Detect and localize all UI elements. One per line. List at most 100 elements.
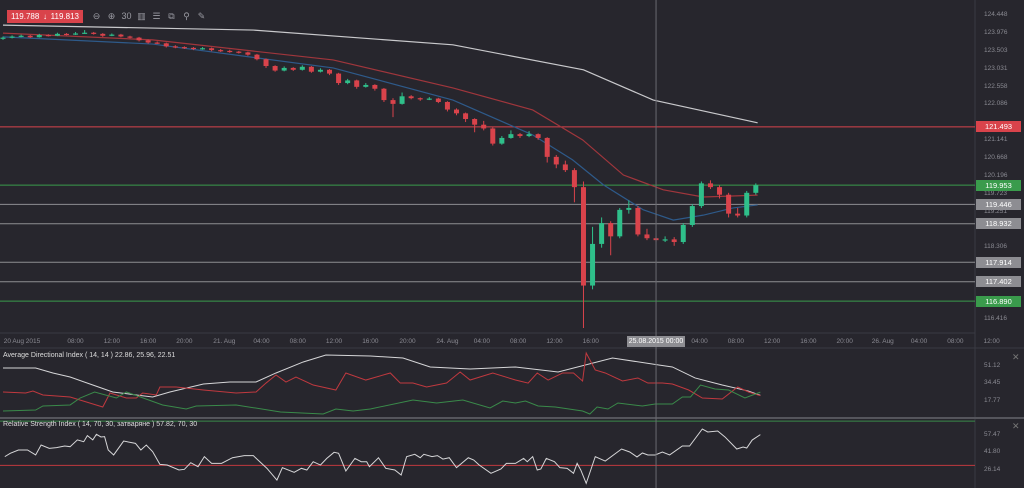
candle-body — [27, 35, 33, 38]
candle-body — [508, 134, 514, 138]
time-label: 20:00 — [176, 338, 193, 345]
candle-body — [463, 113, 469, 120]
candle-body — [735, 213, 741, 216]
time-label: 16:00 — [139, 338, 157, 345]
candle-body — [517, 134, 523, 137]
candle-body — [354, 80, 360, 87]
candle-body — [299, 66, 305, 70]
rsi-line — [4, 428, 761, 485]
close-adx-icon[interactable]: ✕ — [1012, 352, 1020, 362]
time-label: 16:00 — [800, 338, 817, 345]
candle-body — [118, 34, 124, 37]
candle-body — [689, 206, 695, 225]
rsi-tick: 41.80 — [984, 448, 1001, 456]
candle-body — [45, 34, 51, 37]
time-label: 20 Aug 2015 — [3, 338, 41, 345]
candle-body — [590, 243, 596, 286]
candle-body — [181, 47, 187, 49]
candle-body — [599, 223, 605, 244]
zoom-in-icon[interactable]: ⊕ — [107, 10, 116, 21]
price-quote-box[interactable]: 119.788 ↓ 119.813 — [7, 10, 83, 23]
candle-body — [281, 67, 287, 71]
rsi-tick: 26.14 — [984, 465, 1001, 473]
time-label: 24. Aug — [436, 338, 459, 345]
time-label: 12:00 — [103, 338, 120, 345]
candle-body — [580, 187, 586, 286]
chart-type-icon[interactable]: ▥ — [137, 10, 146, 21]
level-tag: 119.953 — [976, 179, 1021, 191]
close-rsi-icon[interactable]: ✕ — [1012, 421, 1020, 431]
time-label: 20:00 — [399, 338, 416, 345]
candle-body — [454, 109, 459, 114]
candle-body — [472, 119, 478, 125]
adx-panel — [2, 351, 761, 415]
horizontal-levels — [0, 126, 975, 302]
time-label: 08:00 — [67, 338, 84, 345]
candle-body — [535, 134, 541, 138]
level-tag: 121.493 — [976, 121, 1021, 133]
moving-averages — [2, 24, 758, 221]
candle-body — [82, 32, 88, 34]
time-label: 04:00 — [910, 338, 928, 345]
candle-body — [707, 183, 713, 188]
candle-body — [399, 96, 405, 104]
candle-body — [327, 69, 333, 74]
candle-body — [254, 54, 260, 60]
candle-body — [317, 69, 323, 72]
candle-body — [562, 164, 568, 171]
draw-icon[interactable]: ✎ — [197, 10, 206, 21]
candle-body — [272, 66, 278, 71]
candle-body — [444, 101, 450, 110]
candle-body — [526, 134, 532, 137]
time-label: 12:00 — [325, 338, 343, 345]
time-label: 08:00 — [510, 338, 527, 345]
candle-body — [154, 42, 160, 44]
candle-body — [644, 234, 650, 239]
candle-body — [36, 34, 42, 38]
candle-body — [236, 51, 242, 53]
level-tag: 117.914 — [976, 256, 1021, 268]
candle-body — [698, 183, 704, 207]
adx-line — [2, 384, 761, 415]
candles — [0, 30, 759, 328]
price-label: 122.086 — [984, 100, 1008, 108]
candle-body — [263, 59, 269, 67]
candle-body — [190, 47, 196, 50]
level-tag: 118.932 — [976, 218, 1021, 230]
price-label: 121.141 — [984, 136, 1008, 144]
timeframe[interactable]: 30 — [121, 11, 132, 21]
time-label: 12:00 — [763, 338, 781, 345]
candle-body — [345, 80, 351, 84]
candle-body — [9, 36, 15, 38]
candle-body — [490, 128, 496, 144]
indicators-icon[interactable]: ☰ — [152, 10, 161, 21]
candle-body — [381, 88, 387, 101]
candle-body — [145, 40, 151, 43]
candle-body — [753, 185, 759, 193]
candle-body — [163, 43, 169, 47]
time-label: 20:00 — [836, 338, 853, 345]
objects-icon[interactable]: ⚲ — [183, 10, 190, 21]
candle-body — [717, 187, 723, 195]
price-label: 119.251 — [984, 207, 1008, 215]
candle-body — [172, 46, 178, 48]
price-label: 116.416 — [984, 315, 1008, 322]
candle-body — [408, 96, 414, 99]
time-label: 12:00 — [983, 338, 1000, 345]
rsi-tick: 57.47 — [984, 431, 1001, 438]
candle-body — [390, 100, 396, 104]
candle-body — [372, 84, 378, 89]
adx-tick: 34.45 — [984, 379, 1001, 387]
zoom-out-icon[interactable]: ⊖ — [92, 10, 101, 21]
time-label: 12:00 — [546, 338, 563, 345]
candle-body — [435, 98, 441, 102]
bid-price: 119.788 — [11, 12, 40, 21]
screenshot-icon[interactable]: ⧉ — [168, 10, 175, 21]
candle-body — [73, 33, 79, 35]
time-label: 08:00 — [727, 338, 744, 345]
price-label: 123.503 — [984, 46, 1008, 54]
candle-body — [426, 98, 432, 100]
candle-body — [553, 156, 559, 165]
